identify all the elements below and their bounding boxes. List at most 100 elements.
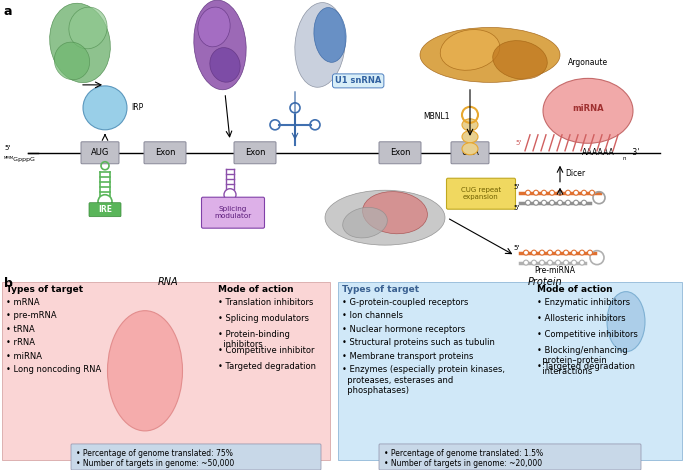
Circle shape — [580, 260, 584, 265]
Circle shape — [542, 200, 547, 205]
Text: • Enzymatic inhibitors: • Enzymatic inhibitors — [537, 298, 630, 306]
Circle shape — [525, 190, 530, 195]
Circle shape — [540, 250, 545, 255]
Text: • Blocking/enhancing
  protein–protein
  interactions: • Blocking/enhancing protein–protein int… — [537, 346, 627, 376]
Text: 5': 5' — [514, 184, 520, 190]
Text: • Competitive inhibitors: • Competitive inhibitors — [537, 330, 638, 339]
FancyBboxPatch shape — [71, 444, 321, 470]
Circle shape — [573, 190, 579, 195]
FancyBboxPatch shape — [81, 142, 119, 164]
Circle shape — [573, 200, 579, 205]
Text: • Membrane transport proteins: • Membrane transport proteins — [342, 352, 473, 361]
Circle shape — [582, 200, 586, 205]
Circle shape — [534, 200, 538, 205]
Text: IRP: IRP — [131, 103, 143, 112]
Circle shape — [556, 260, 560, 265]
Ellipse shape — [49, 3, 110, 83]
Text: Mode of action: Mode of action — [537, 285, 612, 294]
FancyBboxPatch shape — [144, 142, 186, 164]
Text: • Splicing modulators: • Splicing modulators — [218, 313, 309, 323]
Circle shape — [558, 190, 562, 195]
Text: Types of target: Types of target — [6, 285, 83, 294]
Text: • Number of targets in genome: ~50,000: • Number of targets in genome: ~50,000 — [76, 459, 234, 468]
Circle shape — [547, 260, 553, 265]
Circle shape — [549, 190, 554, 195]
Ellipse shape — [462, 131, 478, 143]
Text: • Number of targets in genome: ~20,000: • Number of targets in genome: ~20,000 — [384, 459, 542, 468]
Ellipse shape — [54, 42, 90, 80]
Circle shape — [590, 190, 595, 195]
Ellipse shape — [198, 7, 230, 47]
Ellipse shape — [108, 311, 182, 431]
Ellipse shape — [295, 3, 345, 87]
Text: • Structural proteins such as tubulin: • Structural proteins such as tubulin — [342, 338, 495, 347]
FancyBboxPatch shape — [338, 282, 682, 460]
Ellipse shape — [342, 207, 387, 238]
Circle shape — [532, 250, 536, 255]
Text: • Percentage of genome translated: 1.5%: • Percentage of genome translated: 1.5% — [384, 449, 543, 458]
Circle shape — [582, 190, 586, 195]
Text: 5': 5' — [514, 244, 520, 251]
Text: • Allosteric inhibitors: • Allosteric inhibitors — [537, 313, 625, 323]
Circle shape — [532, 260, 536, 265]
Text: • G-protein-coupled receptors: • G-protein-coupled receptors — [342, 298, 469, 306]
Circle shape — [566, 190, 571, 195]
Text: n: n — [623, 156, 627, 161]
Ellipse shape — [543, 78, 633, 143]
Text: Types of target: Types of target — [342, 285, 419, 294]
Text: • rRNA: • rRNA — [6, 338, 35, 347]
Text: • Nuclear hormone receptors: • Nuclear hormone receptors — [342, 325, 465, 334]
Circle shape — [566, 200, 571, 205]
FancyBboxPatch shape — [451, 142, 489, 164]
Ellipse shape — [194, 0, 246, 90]
Text: • miRNA: • miRNA — [6, 352, 42, 361]
Text: IRE: IRE — [98, 205, 112, 214]
Text: 5': 5' — [516, 140, 522, 146]
Circle shape — [523, 250, 529, 255]
Text: • Competitive inhibitor: • Competitive inhibitor — [218, 346, 314, 355]
Circle shape — [580, 250, 584, 255]
Circle shape — [564, 260, 569, 265]
Text: 3': 3' — [630, 148, 639, 157]
Circle shape — [542, 190, 547, 195]
Circle shape — [540, 260, 545, 265]
FancyBboxPatch shape — [447, 178, 516, 209]
FancyBboxPatch shape — [2, 282, 330, 460]
Text: ᴹᴹᴹGpppG: ᴹᴹᴹGpppG — [4, 156, 36, 162]
Text: • Enzymes (especially protein kinases,
  proteases, esterases and
  phosphatases: • Enzymes (especially protein kinases, p… — [342, 365, 505, 395]
Circle shape — [588, 250, 593, 255]
Circle shape — [556, 250, 560, 255]
Text: 5': 5' — [514, 205, 520, 211]
Circle shape — [571, 250, 577, 255]
FancyBboxPatch shape — [379, 444, 641, 470]
Text: Argonaute: Argonaute — [568, 58, 608, 67]
Circle shape — [83, 86, 127, 130]
Ellipse shape — [210, 47, 240, 82]
Circle shape — [523, 260, 529, 265]
Ellipse shape — [462, 143, 478, 155]
Text: UAA: UAA — [461, 148, 479, 157]
FancyBboxPatch shape — [234, 142, 276, 164]
Text: MBNL1: MBNL1 — [423, 112, 450, 121]
Text: • Translation inhibitors: • Translation inhibitors — [218, 298, 313, 306]
Text: a: a — [4, 5, 12, 18]
FancyBboxPatch shape — [89, 203, 121, 217]
Circle shape — [564, 250, 569, 255]
Text: Exon: Exon — [390, 148, 410, 157]
Text: Mode of action: Mode of action — [218, 285, 294, 294]
Circle shape — [571, 260, 577, 265]
Text: • mRNA: • mRNA — [6, 298, 40, 306]
Text: Exon: Exon — [155, 148, 175, 157]
Text: Exon: Exon — [245, 148, 265, 157]
Text: U1 snRNA: U1 snRNA — [335, 77, 382, 86]
Circle shape — [525, 200, 530, 205]
Text: b: b — [4, 277, 13, 290]
Ellipse shape — [362, 192, 427, 234]
Text: CUG repeat
expansion: CUG repeat expansion — [461, 187, 501, 200]
Ellipse shape — [462, 119, 478, 131]
Text: • Long noncoding RNA: • Long noncoding RNA — [6, 365, 101, 374]
Ellipse shape — [420, 27, 560, 82]
Text: • Protein-binding
  inhibitors: • Protein-binding inhibitors — [218, 330, 290, 349]
Text: miRNA: miRNA — [572, 104, 603, 113]
Ellipse shape — [493, 40, 547, 79]
